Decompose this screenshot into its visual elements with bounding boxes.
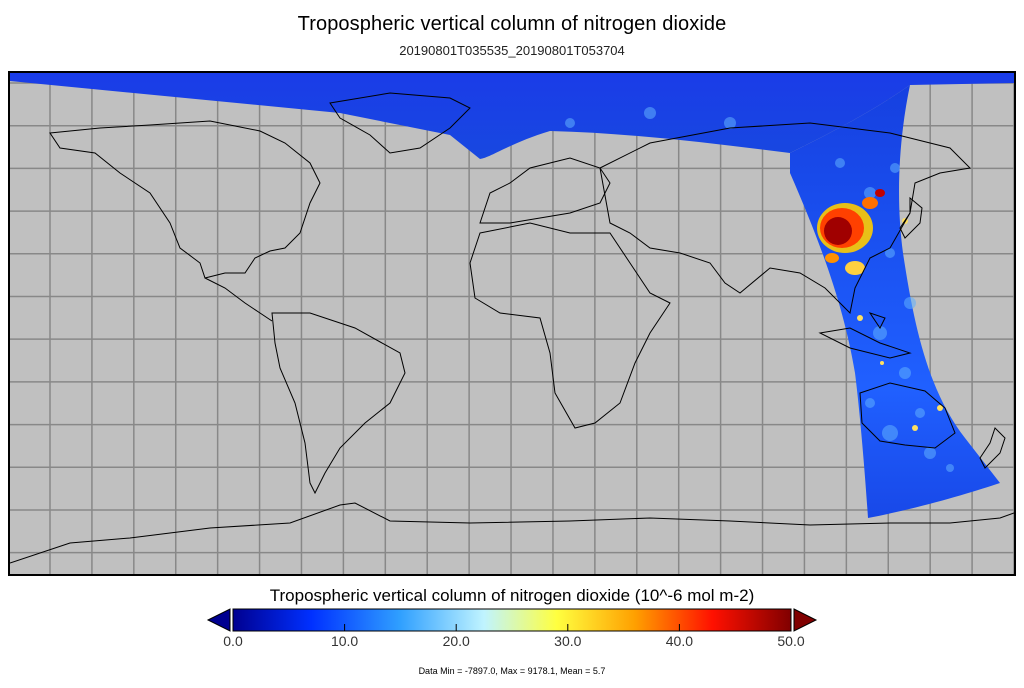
south-america-coast <box>271 312 406 495</box>
map-title: Tropospheric vertical column of nitrogen… <box>297 13 727 35</box>
colorbar-tick-label: 50.0 <box>777 633 805 649</box>
japan-coast <box>899 196 923 239</box>
colorbar-label: Tropospheric vertical column of nitrogen… <box>269 586 755 605</box>
polar-coverage <box>10 73 1014 159</box>
colorbar-tick-label: 30.0 <box>554 633 582 649</box>
swath-texture <box>565 107 954 472</box>
asia-coast <box>599 122 972 315</box>
world-map <box>10 73 1014 574</box>
coastlines <box>10 92 1014 564</box>
colorbar-tick-label: 10.0 <box>330 633 359 649</box>
map-panel <box>8 71 1016 576</box>
colorbar-tick-label: 0.0 <box>223 633 243 649</box>
colorbar-gradient <box>232 608 792 632</box>
antarctica-coast <box>10 502 1014 564</box>
southeast-asia-islands <box>818 312 912 359</box>
greenland-coast <box>329 92 471 154</box>
colorbar-tick-label: 40.0 <box>665 633 694 649</box>
colorbar-max-extend-arrow <box>793 608 818 632</box>
colorbar <box>206 608 818 632</box>
new-zealand-coast <box>979 427 1006 469</box>
data-statistics: Data Min = -7897.0, Max = 9178.1, Mean =… <box>418 666 606 676</box>
no2-hotspot-china <box>817 189 885 275</box>
central-america-coast <box>204 277 273 322</box>
asia-swath <box>790 85 1000 518</box>
colorbar-min-extend-arrow <box>206 608 231 632</box>
map-subtitle: 20190801T035535_20190801T053704 <box>399 43 625 58</box>
colorbar-tick-label: 20.0 <box>442 633 470 649</box>
north-america-coast <box>49 120 321 279</box>
no2-swath-data <box>10 73 1014 518</box>
europe-coast <box>479 157 611 224</box>
australia-coast <box>859 382 956 449</box>
africa-coast <box>469 222 671 429</box>
